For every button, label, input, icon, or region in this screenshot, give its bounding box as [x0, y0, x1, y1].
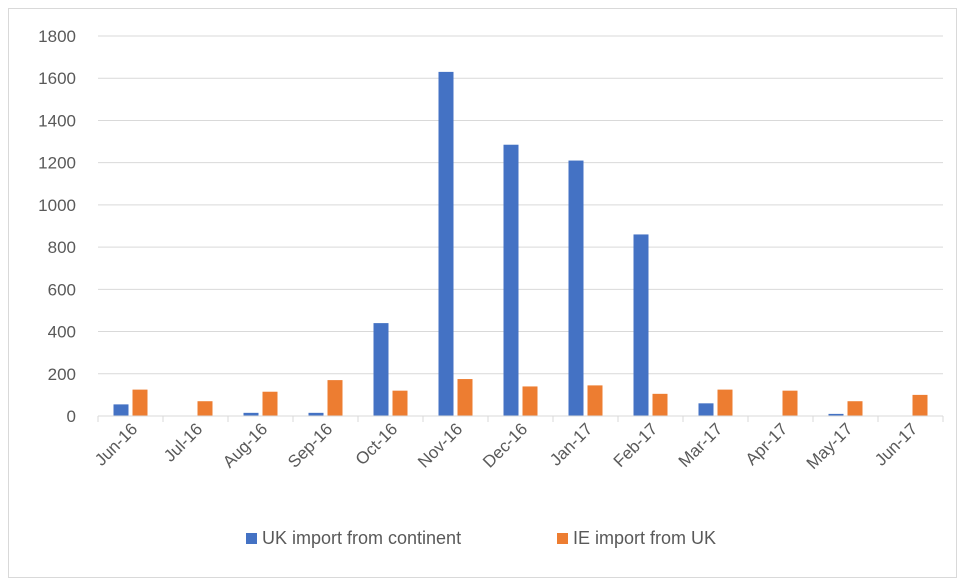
bar-ie-import-from-uk-jan-17	[587, 385, 603, 416]
x-tick-label: Nov-16	[414, 419, 466, 471]
legend-swatch-ie-import-from-uk	[557, 533, 568, 544]
bar-ie-import-from-uk-feb-17	[652, 393, 668, 416]
bar-uk-import-from-continent-jun-16	[113, 404, 129, 416]
x-tick-label: Jan-17	[546, 419, 596, 469]
bars	[113, 71, 928, 416]
bar-uk-import-from-continent-nov-16	[438, 71, 454, 416]
x-tick-label: Jun-17	[871, 419, 921, 469]
bar-ie-import-from-uk-mar-17	[717, 389, 733, 416]
y-tick-label: 1200	[38, 154, 76, 173]
y-tick-label: 1000	[38, 196, 76, 215]
bar-uk-import-from-continent-dec-16	[503, 144, 519, 416]
bar-ie-import-from-uk-jun-17	[912, 394, 928, 416]
y-tick-label: 200	[48, 365, 76, 384]
bar-uk-import-from-continent-sep-16	[308, 412, 324, 416]
bar-ie-import-from-uk-jun-16	[132, 389, 148, 416]
bar-uk-import-from-continent-jan-17	[568, 160, 584, 416]
x-tick-label: Oct-16	[352, 419, 402, 469]
x-tick-label: Mar-17	[675, 419, 727, 471]
x-tick-label: May-17	[803, 419, 857, 473]
bar-ie-import-from-uk-nov-16	[457, 379, 473, 416]
legend-label-ie-import-from-uk: IE import from UK	[573, 528, 716, 548]
gridlines	[98, 35, 943, 375]
chart-frame	[8, 8, 957, 578]
bar-ie-import-from-uk-jul-16	[197, 401, 213, 416]
x-tick-label: Apr-17	[742, 419, 792, 469]
bar-ie-import-from-uk-oct-16	[392, 390, 408, 416]
x-axis-tick-labels: Jun-16 Jul-16 Aug-16 Sep-16 Oct-16 Nov-16 Dec-…	[91, 416, 944, 473]
y-axis-tick-labels: 0 200 400 600 800 1000 1200 1400 1600 1800	[38, 27, 76, 426]
legend: UK import from continent IE import from U…	[246, 528, 716, 548]
bar-uk-import-from-continent-aug-16	[243, 412, 259, 416]
bar-ie-import-from-uk-apr-17	[782, 390, 798, 416]
y-tick-label: 0	[67, 407, 76, 426]
x-tick-label: Aug-16	[219, 419, 271, 471]
y-tick-label: 800	[48, 238, 76, 257]
y-tick-label: 1600	[38, 69, 76, 88]
bar-ie-import-from-uk-dec-16	[522, 386, 538, 416]
bar-ie-import-from-uk-sep-16	[327, 380, 343, 416]
bar-ie-import-from-uk-aug-16	[262, 391, 278, 416]
bar-uk-import-from-continent-may-17	[828, 413, 844, 416]
x-tick-label: Jul-16	[160, 419, 206, 465]
y-tick-label: 1400	[38, 111, 76, 130]
x-tick-label: Sep-16	[284, 419, 336, 471]
bar-uk-import-from-continent-oct-16	[373, 323, 389, 416]
y-tick-label: 400	[48, 323, 76, 342]
x-tick-label: Dec-16	[479, 419, 531, 471]
legend-swatch-uk-import-from-continent	[246, 533, 257, 544]
y-tick-label: 1800	[38, 27, 76, 46]
bar-uk-import-from-continent-mar-17	[698, 403, 714, 416]
x-tick-label: Feb-17	[610, 419, 662, 471]
legend-label-uk-import-from-continent: UK import from continent	[262, 528, 461, 548]
bar-uk-import-from-continent-feb-17	[633, 234, 649, 416]
bar-ie-import-from-uk-may-17	[847, 401, 863, 416]
x-tick-label: Jun-16	[91, 419, 141, 469]
y-tick-label: 600	[48, 280, 76, 299]
